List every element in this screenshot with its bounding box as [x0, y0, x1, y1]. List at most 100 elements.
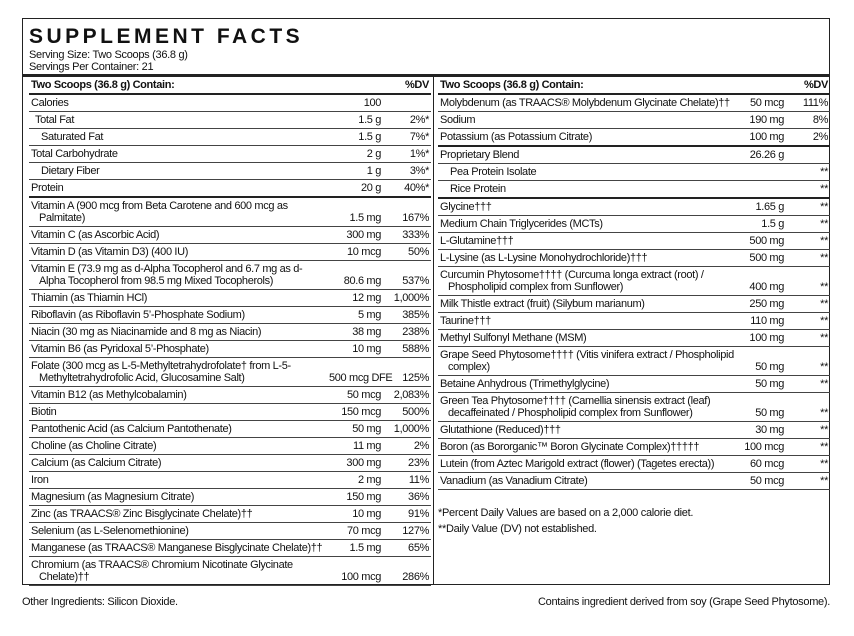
amount: 50 mcg	[740, 472, 787, 490]
amount: 150 mg	[327, 488, 384, 506]
daily-value: 3%*	[383, 162, 432, 180]
nutrient-name: Vitamin E (73.9 mg as d-Alpha Tocopherol…	[29, 260, 327, 290]
daily-value: **	[786, 375, 831, 393]
nutrient-name: Taurine†††	[438, 312, 740, 330]
nutrient-name: Calories	[29, 93, 327, 112]
nutrient-row: Boron (as Bororganic™ Boron Glycinate Co…	[438, 438, 831, 456]
amount: 10 mg	[327, 505, 384, 523]
amount	[740, 180, 787, 199]
nutrient-row: Niacin (30 mg as Niacinamide and 8 mg as…	[29, 323, 432, 341]
amount: 38 mg	[327, 323, 384, 341]
daily-value: 500%	[383, 403, 432, 421]
nutrient-name: Total Fat	[29, 111, 327, 129]
nutrient-row: Total Carbohydrate 2 g 1%*	[29, 145, 432, 163]
nutrient-name: Rice Protein	[438, 180, 740, 199]
nutrient-name: Vitamin B6 (as Pyridoxal 5’-Phosphate)	[29, 340, 327, 358]
amount: 50 mg	[740, 375, 787, 393]
nutrient-row: Vitamin B12 (as Methylcobalamin) 50 mcg 2,…	[29, 386, 432, 404]
nutrient-row: Medium Chain Triglycerides (MCTs) 1.5 g **	[438, 215, 831, 233]
nutrient-row: Selenium (as L-Selenomethionine) 70 mcg 12…	[29, 522, 432, 540]
amount: 10 mg	[327, 340, 384, 358]
nutrient-row: Protein 20 g 40%*	[29, 179, 432, 198]
amount: 1.5 g	[327, 111, 384, 129]
daily-value: **	[786, 312, 831, 330]
nutrient-row: Vitamin D (as Vitamin D3) (400 IU) 10 mcg…	[29, 243, 432, 261]
daily-value: 36%	[383, 488, 432, 506]
amount: 100 mcg	[740, 438, 787, 456]
nutrient-name: Vitamin B12 (as Methylcobalamin)	[29, 386, 327, 404]
nutrient-name: Betaine Anhydrous (Trimethylglycine)	[438, 375, 740, 393]
daily-value: 2%	[383, 437, 432, 455]
amount: 500 mcg DFE	[327, 357, 393, 387]
nutrient-row: Proprietary Blend 26.26 g	[438, 145, 831, 164]
nutrient-row: Vitamin C (as Ascorbic Acid) 300 mg 333%	[29, 226, 432, 244]
daily-value: 7%*	[383, 128, 432, 146]
nutrient-row: Glycine††† 1.65 g **	[438, 197, 831, 216]
daily-value: **	[786, 438, 831, 456]
nutrient-name: Glutathione (Reduced)†††	[438, 421, 740, 439]
nutrient-row: Molybdenum (as TRAACS® Molybdenum Glycin…	[438, 93, 831, 112]
nutrient-name: L-Lysine (as L-Lysine Monohydrochloride)…	[438, 249, 740, 267]
amount: 100 mg	[740, 329, 787, 347]
daily-value: **	[786, 249, 831, 267]
daily-value: 11%	[383, 471, 432, 489]
daily-value: 1,000%	[383, 289, 432, 307]
amount: 300 mg	[327, 454, 384, 472]
nutrient-row: Betaine Anhydrous (Trimethylglycine) 50 m…	[438, 375, 831, 393]
amount: 2 mg	[327, 471, 384, 489]
amount: 50 mg	[740, 392, 787, 422]
nutrient-row: Vanadium (as Vanadium Citrate) 50 mcg **	[438, 472, 831, 490]
amount: 250 mg	[740, 295, 787, 313]
daily-value: 65%	[383, 539, 432, 557]
nutrient-name: L-Glutamine†††	[438, 232, 740, 250]
nutrient-name: Vanadium (as Vanadium Citrate)	[438, 472, 740, 490]
amount: 1.65 g	[740, 197, 787, 216]
nutrient-name: Manganese (as TRAACS® Manganese Bisglyci…	[29, 539, 327, 557]
amount: 80.6 mg	[327, 260, 384, 290]
daily-value: **	[786, 180, 831, 199]
amount: 50 mcg	[327, 386, 384, 404]
daily-value: **	[786, 455, 831, 473]
nutrient-name: Thiamin (as Thiamin HCl)	[29, 289, 327, 307]
daily-value: 238%	[383, 323, 432, 341]
daily-value: 537%	[383, 260, 432, 290]
daily-value: 1%*	[383, 145, 432, 163]
nutrient-name: Glycine†††	[438, 197, 740, 216]
daily-value: **	[786, 215, 831, 233]
daily-value: **	[786, 232, 831, 250]
nutrient-row: Vitamin B6 (as Pyridoxal 5’-Phosphate) 10…	[29, 340, 432, 358]
nutrient-name: Calcium (as Calcium Citrate)	[29, 454, 327, 472]
amount: 400 mg	[740, 266, 787, 296]
nutrient-row: L-Lysine (as L-Lysine Monohydrochloride)…	[438, 249, 831, 267]
footnote: **Daily Value (DV) not established.	[438, 523, 597, 535]
daily-value: 8%	[786, 111, 831, 129]
amount: 1 g	[327, 162, 384, 180]
nutrient-name: Milk Thistle extract (fruit) (Silybum ma…	[438, 295, 740, 313]
nutrient-name: Methyl Sulfonyl Methane (MSM)	[438, 329, 740, 347]
nutrient-row: Vitamin A (900 mcg from Beta Carotene an…	[29, 196, 432, 227]
nutrient-name: Magnesium (as Magnesium Citrate)	[29, 488, 327, 506]
nutrient-row: Taurine††† 110 mg **	[438, 312, 831, 330]
nutrient-name: Lutein (from Aztec Marigold extract (flo…	[438, 455, 740, 473]
amount: 5 mg	[327, 306, 384, 324]
daily-value: 125%	[383, 357, 432, 387]
nutrient-row: Chromium (as TRAACS® Chromium Nicotinate…	[29, 556, 432, 586]
nutrient-name: Niacin (30 mg as Niacinamide and 8 mg as…	[29, 323, 327, 341]
amount: 500 mg	[740, 232, 787, 250]
nutrient-name: Curcumin Phytosome†††† (Curcuma longa ex…	[438, 266, 740, 296]
amount: 50 mcg	[740, 93, 787, 112]
nutrient-row: Sodium 190 mg 8%	[438, 111, 831, 129]
daily-value: 588%	[383, 340, 432, 358]
amount	[740, 163, 787, 181]
daily-value: **	[786, 329, 831, 347]
nutrient-name: Riboflavin (as Riboflavin 5’-Phosphate S…	[29, 306, 327, 324]
amount: 60 mcg	[740, 455, 787, 473]
nutrient-name: Folate (300 mcg as L-5-Methyltetrahydrof…	[29, 357, 327, 387]
amount: 500 mg	[740, 249, 787, 267]
amount: 100	[327, 93, 384, 112]
title: SUPPLEMENT FACTS	[29, 25, 304, 48]
nutrient-name: Boron (as Bororganic™ Boron Glycinate Co…	[438, 438, 740, 456]
nutrient-name: Sodium	[438, 111, 740, 129]
amount: 70 mcg	[327, 522, 384, 540]
table-header: Two Scoops (36.8 g) Contain: %DV	[438, 77, 831, 95]
